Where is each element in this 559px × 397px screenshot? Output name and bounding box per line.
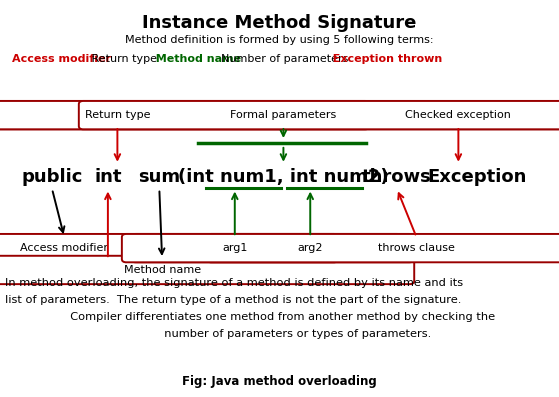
Text: Number of parameters: Number of parameters: [214, 54, 348, 64]
FancyBboxPatch shape: [79, 101, 559, 129]
FancyBboxPatch shape: [122, 234, 559, 262]
FancyBboxPatch shape: [0, 256, 414, 284]
Text: arg1: arg1: [222, 243, 248, 253]
Text: Return type: Return type: [84, 110, 150, 120]
Text: Access modifier: Access modifier: [20, 243, 108, 253]
Text: arg2: arg2: [297, 243, 323, 253]
Text: Method name: Method name: [148, 54, 241, 64]
Text: Return type: Return type: [84, 110, 150, 120]
Text: Exception: Exception: [427, 168, 527, 186]
Text: Compiler differentiates one method from another method by checking the: Compiler differentiates one method from …: [63, 312, 496, 322]
Text: sum: sum: [138, 168, 181, 186]
Text: Access modifier: Access modifier: [12, 54, 111, 64]
FancyBboxPatch shape: [0, 101, 369, 129]
Text: Formal parameters: Formal parameters: [230, 110, 337, 120]
Text: (int num1, int num2): (int num1, int num2): [178, 168, 389, 186]
Text: Exception thrown: Exception thrown: [325, 54, 442, 64]
Text: Checked exception: Checked exception: [405, 110, 511, 120]
Text: Checked exception: Checked exception: [405, 110, 511, 120]
Text: Return type: Return type: [88, 54, 157, 64]
Text: int: int: [94, 168, 122, 186]
FancyBboxPatch shape: [207, 234, 414, 262]
Text: list of parameters.  The return type of a method is not the part of the signatur: list of parameters. The return type of a…: [5, 295, 461, 305]
Text: arg2: arg2: [297, 243, 323, 253]
Text: Fig: Java method overloading: Fig: Java method overloading: [182, 375, 377, 388]
Text: throws clause: throws clause: [378, 243, 455, 253]
Text: Method name: Method name: [124, 265, 201, 275]
Text: number of parameters or types of parameters.: number of parameters or types of paramet…: [128, 329, 431, 339]
Text: arg1: arg1: [222, 243, 248, 253]
Text: In method overloading, the signature of a method is defined by its name and its: In method overloading, the signature of …: [5, 278, 463, 288]
Text: Access modifier: Access modifier: [20, 243, 108, 253]
Text: throws clause: throws clause: [378, 243, 455, 253]
Text: Method definition is formed by using 5 following terms:: Method definition is formed by using 5 f…: [125, 35, 434, 45]
Text: throws: throws: [362, 168, 432, 186]
Text: Instance Method Signature: Instance Method Signature: [143, 14, 416, 32]
Text: Formal parameters: Formal parameters: [230, 110, 337, 120]
FancyBboxPatch shape: [131, 234, 338, 262]
Text: Method name: Method name: [124, 265, 201, 275]
FancyBboxPatch shape: [0, 101, 559, 129]
Text: public: public: [21, 168, 83, 186]
FancyBboxPatch shape: [0, 234, 401, 262]
